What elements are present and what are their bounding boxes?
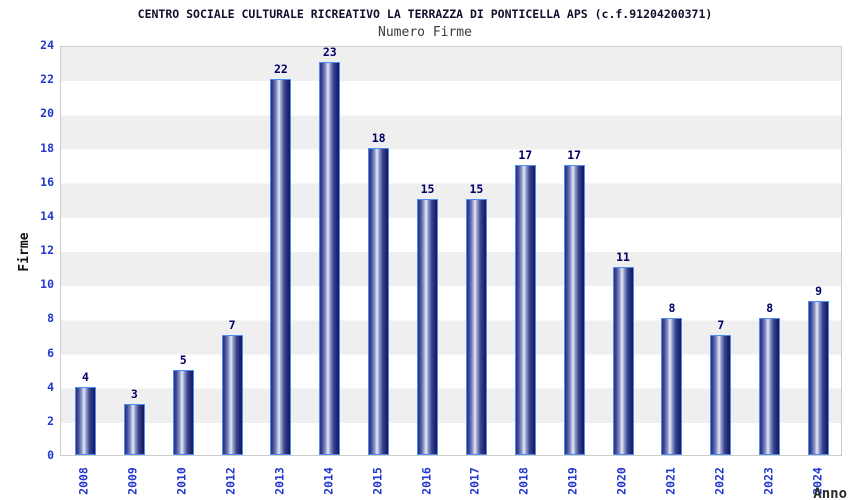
- bar-2020: [612, 267, 634, 455]
- x-tick-label: 2022: [712, 467, 727, 495]
- y-tick-label: 0: [47, 448, 54, 462]
- bar-value-label: 17: [567, 147, 582, 162]
- bar-2018: [514, 164, 536, 455]
- bar-value-label: 15: [420, 181, 435, 196]
- bar-2019: [563, 164, 585, 455]
- y-tick-label: 10: [40, 277, 54, 292]
- bar-value-label: 15: [469, 181, 484, 196]
- bar-2010: [172, 369, 194, 455]
- y-tick-label: 22: [40, 72, 54, 87]
- bar-value-label: 8: [668, 301, 676, 316]
- bar-value-label: 18: [371, 130, 386, 145]
- bar-value-label: 7: [717, 318, 725, 333]
- bar-value-label: 9: [815, 284, 823, 299]
- y-tick-label: 12: [40, 243, 54, 257]
- x-tick-label: 2021: [663, 467, 678, 495]
- bar-value-label: 8: [766, 301, 774, 316]
- x-tick-label: 2008: [76, 467, 91, 495]
- bar-value-label: 5: [179, 352, 187, 367]
- bar-value-label: 3: [130, 386, 138, 401]
- bar-2015: [368, 147, 390, 455]
- bar-2012: [221, 335, 243, 455]
- bar-2009: [123, 403, 145, 455]
- bar-value-label: 11: [616, 250, 630, 265]
- bar-2024: [808, 301, 830, 455]
- bar-value-label: 23: [322, 45, 337, 60]
- bar-2023: [759, 318, 781, 455]
- y-tick-label: 18: [40, 140, 54, 155]
- bar-value-label: 7: [228, 318, 236, 333]
- bar-value-label: 4: [81, 369, 89, 384]
- bar-2008: [74, 386, 96, 455]
- x-tick-label: 2013: [272, 467, 287, 495]
- x-tick-label: 2009: [125, 467, 140, 495]
- bar-2016: [417, 198, 439, 455]
- y-tick-label: 8: [47, 311, 54, 326]
- x-axis-title: Anno: [813, 486, 847, 500]
- y-tick-label: 20: [40, 106, 54, 121]
- y-tick-label: 6: [47, 345, 54, 360]
- x-tick-label: 2020: [614, 467, 629, 495]
- x-tick-label: 2015: [370, 467, 385, 495]
- x-tick-label: 2016: [419, 467, 434, 495]
- x-tick-label: 2018: [516, 467, 531, 495]
- x-tick-label: 2010: [174, 467, 189, 495]
- bar-2017: [465, 198, 487, 455]
- chart-subtitle: Numero Firme: [378, 25, 472, 40]
- bar-2014: [319, 62, 341, 455]
- chart-title: CENTRO SOCIALE CULTURALE RICREATIVO LA T…: [137, 7, 713, 21]
- x-tick-label: 2014: [321, 467, 336, 495]
- y-tick-label: 14: [40, 208, 54, 223]
- y-tick-label: 16: [40, 174, 54, 189]
- bar-2022: [710, 335, 732, 455]
- x-tick-label: 2012: [223, 467, 238, 495]
- bar-value-label: 17: [518, 147, 533, 162]
- x-tick-label: 2023: [761, 467, 776, 495]
- y-tick-label: 4: [47, 379, 54, 394]
- bar-2021: [661, 318, 683, 455]
- y-tick-label: 2: [47, 413, 54, 428]
- x-tick-label: 2019: [565, 467, 580, 495]
- x-tick-label: 2017: [467, 467, 482, 495]
- bar-value-label: 22: [274, 62, 288, 77]
- y-tick-label: 24: [40, 38, 54, 52]
- plot-area: 4 3 5 7 22 23 18 15 15 17 17 11 8 7 8 9: [60, 46, 842, 456]
- bar-2013: [270, 79, 292, 455]
